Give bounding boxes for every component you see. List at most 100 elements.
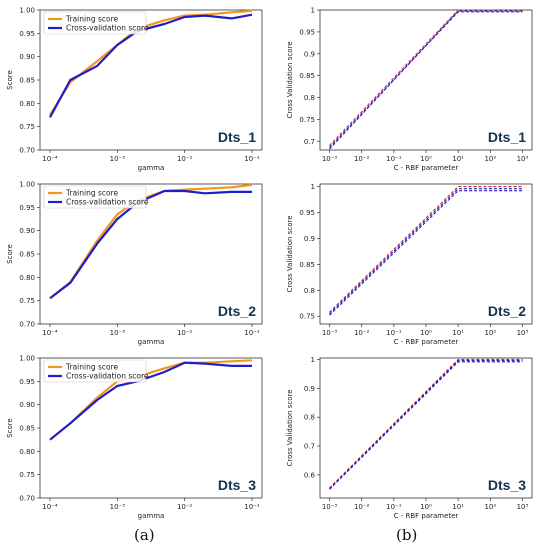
y-tick-label: 0.75	[19, 123, 35, 131]
series-line-2	[329, 361, 523, 490]
chart-panel-b1: 0.7 0.75 0.8 0.85 0.9 0.95 1 10⁻³ 10⁻² 10⁻¹ 10⁰ 10¹…	[280, 0, 540, 172]
x-tick-label: 10⁻²	[354, 155, 370, 163]
y-tick-label: 0.90	[19, 227, 35, 235]
x-axis-label: C - RBF parameter	[394, 338, 459, 346]
series-line-2	[49, 189, 252, 300]
validation-curve-chart-dts-3: 0.6 0.7 0.8 0.9 1 10⁻³ 10⁻² 10⁻¹ 10⁰ 10¹ 10² 10³ C -…	[286, 356, 533, 520]
dataset-label: Dts_2	[218, 303, 256, 319]
y-tick-label: 0.70	[19, 147, 35, 155]
y-tick-label: 0.6	[304, 471, 316, 479]
y-tick-label: 0.80	[19, 100, 35, 108]
y-axis-label: Cross Validation score	[286, 389, 294, 466]
caption-b: (b)	[396, 526, 418, 544]
y-tick-label: 0.9	[304, 235, 315, 243]
y-tick-label: 0.85	[19, 425, 35, 433]
x-tick-label: 10⁻⁴	[42, 503, 58, 511]
series-line-1	[329, 186, 523, 313]
y-tick-label: 0.90	[19, 53, 35, 61]
y-tick-label: 0.95	[299, 209, 315, 217]
dataset-label: Dts_2	[488, 303, 526, 319]
y-tick-label: 1.00	[19, 355, 35, 363]
x-tick-label: 10¹	[452, 155, 464, 163]
series-line-2	[329, 190, 523, 316]
dataset-label: Dts_3	[488, 477, 526, 493]
y-tick-label: 0.95	[19, 378, 35, 386]
x-tick-label: 10⁻²	[354, 503, 370, 511]
x-tick-label: 10⁻²	[177, 503, 193, 511]
x-tick-label: 10⁰	[420, 503, 432, 511]
x-tick-label: 10³	[517, 155, 529, 163]
x-tick-label: 10⁰	[420, 155, 432, 163]
legend-label-1: Training score	[65, 15, 119, 24]
y-tick-label: 0.85	[19, 251, 35, 259]
x-axis-label: gamma	[138, 338, 165, 346]
x-tick-label: 10²	[484, 155, 496, 163]
y-tick-label: 0.7	[304, 138, 315, 146]
y-tick-label: 0.75	[299, 116, 315, 124]
legend-box	[43, 11, 147, 35]
series-line-3	[329, 11, 523, 148]
y-tick-label: 0.8	[304, 414, 315, 422]
y-tick-label: 1.00	[19, 7, 35, 15]
series-line-2	[49, 361, 252, 441]
y-axis-label: Score	[6, 244, 14, 264]
y-tick-label: 0.85	[19, 77, 35, 85]
x-tick-label: 10⁻³	[110, 503, 126, 511]
y-tick-label: 1.00	[19, 181, 35, 189]
x-tick-label: 10⁰	[420, 329, 432, 337]
legend-box	[43, 185, 147, 209]
y-tick-label: 0.9	[304, 385, 315, 393]
legend-box	[43, 359, 147, 383]
y-tick-label: 0.75	[299, 313, 315, 321]
y-axis-label: Cross Validation score	[286, 215, 294, 292]
x-tick-label: 10⁻¹	[244, 329, 260, 337]
x-tick-label: 10⁻³	[110, 155, 126, 163]
x-tick-label: 10³	[517, 503, 529, 511]
x-tick-label: 10⁻¹	[386, 329, 402, 337]
x-tick-label: 10⁻²	[177, 155, 193, 163]
series-line-1	[329, 358, 523, 489]
y-axis-label: Cross Validation score	[286, 41, 294, 118]
x-tick-label: 10¹	[452, 329, 464, 337]
y-tick-label: 0.9	[304, 50, 315, 58]
chart-panel-a3: 0.70 0.75 0.80 0.85 0.90 0.95 1.00 10⁻⁴ 10⁻³ 10⁻²…	[0, 348, 272, 520]
legend-label-1: Training score	[65, 189, 119, 198]
x-tick-label: 10¹	[452, 503, 464, 511]
y-tick-label: 0.95	[299, 28, 315, 36]
y-tick-label: 0.85	[299, 261, 315, 269]
y-tick-label: 0.85	[299, 72, 315, 80]
learning-curve-chart-dts-2: 0.70 0.75 0.80 0.85 0.90 0.95 1.00 10⁻⁴ 10⁻³ 10⁻²…	[6, 181, 263, 346]
x-axis-label: gamma	[138, 512, 165, 520]
legend-label-2: Cross-validation score	[66, 24, 149, 33]
chart-panel-b2: 0.75 0.8 0.85 0.9 0.95 1 10⁻³ 10⁻² 10⁻¹ 10⁰ 10¹ 10²…	[280, 174, 540, 346]
validation-curve-chart-dts-2: 0.75 0.8 0.85 0.9 0.95 1 10⁻³ 10⁻² 10⁻¹ 10⁰ 10¹ 10²…	[286, 183, 533, 346]
legend-label-2: Cross-validation score	[66, 372, 149, 381]
y-tick-label: 1	[311, 7, 315, 15]
x-tick-label: 10³	[517, 329, 529, 337]
x-tick-label: 10⁻¹	[244, 155, 260, 163]
y-tick-label: 0.8	[304, 94, 315, 102]
y-tick-label: 0.95	[19, 30, 35, 38]
chart-panel-a2: 0.70 0.75 0.80 0.85 0.90 0.95 1.00 10⁻⁴ 10⁻³ 10⁻²…	[0, 174, 272, 346]
x-tick-label: 10⁻³	[110, 329, 126, 337]
series-line-2	[49, 13, 253, 118]
y-tick-label: 0.90	[19, 401, 35, 409]
y-tick-label: 0.8	[304, 287, 315, 295]
y-tick-label: 0.70	[19, 495, 35, 503]
chart-panel-a1: 0.70 0.75 0.80 0.85 0.90 0.95 1.00 10⁻⁴ 10⁻³ 10⁻²…	[0, 0, 272, 172]
x-tick-label: 10⁻³	[322, 155, 338, 163]
x-tick-label: 10⁻¹	[386, 155, 402, 163]
x-tick-label: 10⁻²	[177, 329, 193, 337]
legend-label-2: Cross-validation score	[66, 198, 149, 207]
y-axis-label: Score	[6, 418, 14, 438]
x-tick-label: 10⁻⁴	[42, 155, 58, 163]
x-tick-label: 10⁻⁴	[42, 329, 58, 337]
y-tick-label: 0.80	[19, 274, 35, 282]
x-axis-label: C - RBF parameter	[394, 512, 459, 520]
legend-label-1: Training score	[65, 363, 119, 372]
y-axis-label: Score	[6, 70, 14, 90]
y-tick-label: 0.75	[19, 471, 35, 479]
x-tick-label: 10⁻¹	[244, 503, 260, 511]
caption-a: (a)	[134, 526, 155, 544]
